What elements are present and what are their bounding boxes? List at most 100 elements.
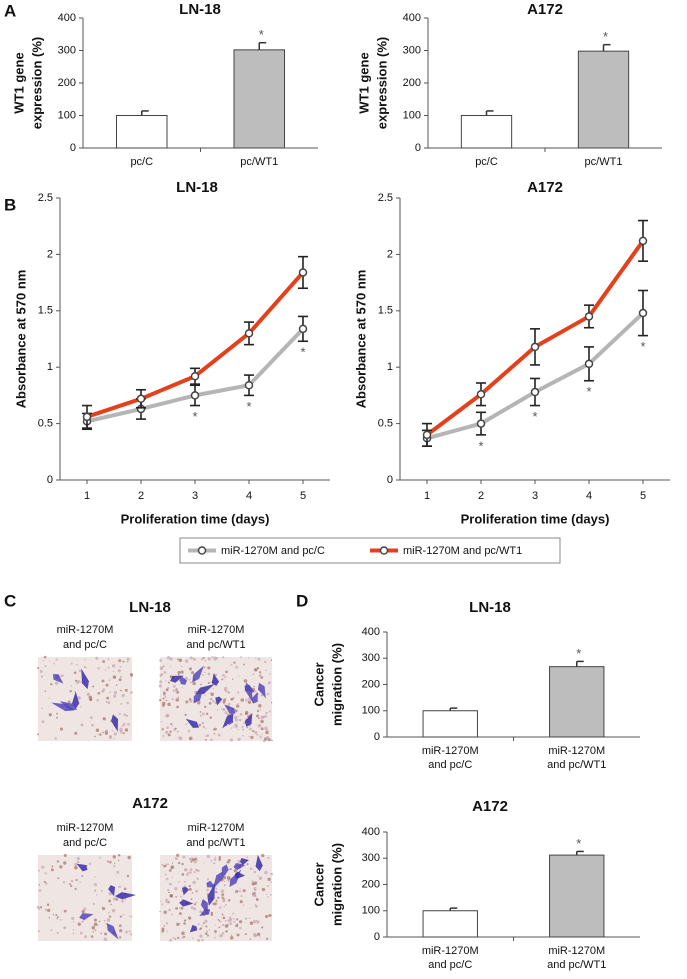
speckle	[189, 738, 191, 740]
speckle	[50, 868, 54, 872]
speckle	[237, 703, 240, 705]
speckle	[205, 932, 208, 935]
speckle	[221, 678, 224, 681]
speckle	[107, 658, 110, 661]
speckle	[55, 914, 58, 916]
speckle	[169, 675, 173, 679]
speckle	[176, 853, 180, 857]
speckle	[56, 918, 58, 920]
speckle	[210, 860, 212, 862]
micrograph	[159, 853, 273, 942]
speckle	[197, 701, 201, 705]
speckle	[211, 699, 215, 703]
marker	[530, 387, 540, 397]
speckle	[48, 713, 52, 717]
speckle	[174, 857, 178, 860]
micrograph-label: miR-1270M	[57, 822, 114, 834]
speckle	[250, 735, 254, 740]
x-tick-label: miR-1270M	[422, 945, 479, 957]
cell	[185, 718, 200, 728]
speckle	[62, 881, 66, 884]
speckle	[165, 714, 169, 718]
speckle	[50, 929, 53, 932]
bar	[115, 115, 168, 149]
cell	[211, 673, 220, 687]
micrograph-label: miR-1270M	[188, 624, 245, 636]
speckle	[178, 912, 182, 915]
cell	[52, 674, 64, 684]
speckle	[111, 908, 116, 913]
speckle	[208, 701, 212, 705]
speckle	[242, 904, 245, 906]
speckle	[119, 915, 122, 918]
speckle	[270, 881, 272, 883]
speckle	[210, 692, 214, 697]
speckle	[189, 868, 193, 872]
marker	[422, 430, 432, 440]
speckle	[160, 900, 162, 903]
y-axis-label: Absorbance at 570 nm	[353, 270, 368, 409]
speckle	[201, 712, 205, 716]
micrograph-label: and pc/WT1	[186, 639, 245, 651]
speckle	[241, 725, 244, 728]
speckle	[218, 858, 222, 861]
speckle	[103, 937, 108, 942]
speckle	[38, 884, 41, 886]
marker	[244, 329, 254, 338]
speckle	[179, 895, 182, 898]
speckle	[206, 888, 210, 892]
speckle	[254, 903, 257, 906]
speckle	[70, 662, 73, 665]
speckle	[242, 663, 245, 666]
speckle	[116, 870, 120, 874]
speckle	[222, 916, 226, 920]
speckle	[50, 682, 53, 686]
speckle	[264, 870, 268, 875]
speckle	[159, 680, 163, 684]
speckle	[233, 918, 235, 920]
speckle	[118, 936, 122, 939]
speckle	[115, 898, 118, 901]
speckle	[253, 870, 257, 874]
speckle	[261, 853, 265, 858]
speckle	[74, 862, 78, 867]
y-tick-label: 0	[415, 142, 421, 154]
y-tick-label: 100	[362, 905, 380, 917]
legend-marker	[379, 546, 389, 555]
speckle	[130, 691, 133, 694]
speckle	[225, 904, 227, 906]
significance: *	[576, 836, 581, 851]
speckle	[86, 692, 91, 696]
speckle	[44, 882, 48, 885]
speckle	[41, 707, 44, 710]
speckle	[234, 724, 236, 726]
speckle	[236, 918, 239, 921]
speckle	[169, 894, 174, 898]
speckle	[122, 722, 126, 726]
speckle	[118, 678, 122, 682]
speckle	[192, 657, 196, 661]
speckle	[227, 691, 230, 694]
speckle	[98, 920, 101, 923]
speckle	[237, 715, 240, 718]
speckle	[239, 900, 243, 904]
speckle	[205, 925, 208, 928]
speckle	[189, 681, 192, 684]
bar	[460, 115, 513, 149]
speckle	[203, 666, 206, 669]
speckle	[126, 701, 130, 705]
speckle	[204, 659, 207, 662]
speckle	[96, 699, 99, 702]
speckle	[255, 905, 258, 908]
speckle	[176, 922, 180, 927]
speckle	[165, 688, 169, 692]
speckle	[56, 860, 60, 863]
speckle	[102, 660, 106, 663]
speckle	[81, 909, 85, 914]
speckle	[84, 935, 88, 939]
speckle	[268, 710, 271, 713]
speckle	[212, 728, 215, 731]
speckle	[174, 886, 178, 891]
speckle	[189, 871, 192, 875]
speckle	[165, 699, 168, 702]
